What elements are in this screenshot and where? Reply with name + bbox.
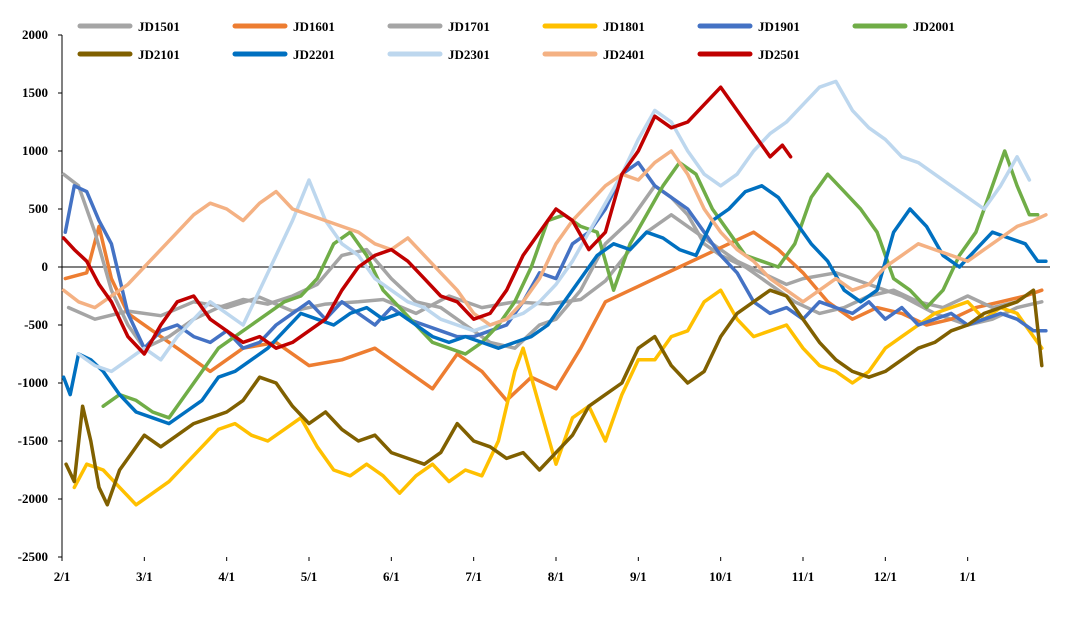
y-tick-label: 500	[29, 201, 49, 216]
series-line-jd2301	[76, 79, 1032, 374]
x-tick-label: 3/1	[136, 569, 153, 584]
legend-label: JD2401	[603, 47, 645, 62]
x-tick-label: 1/1	[959, 569, 976, 584]
y-tick-label: -2000	[18, 491, 48, 506]
legend-label: JD2001	[913, 19, 955, 34]
legend-label: JD1901	[758, 19, 800, 34]
legend-label: JD1801	[603, 19, 645, 34]
x-tick-label: 8/1	[548, 569, 565, 584]
series-line-jd2101	[64, 288, 1044, 507]
legend-label: JD1601	[293, 19, 335, 34]
y-tick-label: -1500	[18, 433, 48, 448]
legend-label: JD2201	[293, 47, 335, 62]
y-tick-label: -1000	[18, 375, 48, 390]
y-tick-label: 0	[42, 259, 49, 274]
series-line-jd1801	[72, 288, 1044, 507]
y-tick-label: 1500	[22, 85, 48, 100]
legend-label: JD2301	[448, 47, 490, 62]
series-line-jd1901	[63, 160, 1048, 350]
x-tick-label: 11/1	[792, 569, 814, 584]
x-tick-label: 2/1	[54, 569, 71, 584]
legend-label: JD2501	[758, 47, 800, 62]
x-tick-label: 9/1	[630, 569, 647, 584]
series-line-jd2001	[101, 149, 1040, 420]
x-tick-label: 10/1	[709, 569, 732, 584]
legend-label: JD2101	[138, 47, 180, 62]
y-tick-label: -500	[24, 317, 48, 332]
legend-label: JD1701	[448, 19, 490, 34]
series-line-jd1701	[61, 172, 1019, 350]
x-tick-label: 6/1	[383, 569, 400, 584]
x-tick-label: 12/1	[874, 569, 897, 584]
series-group	[61, 79, 1048, 507]
y-tick-label: -2500	[18, 549, 48, 564]
y-tick-label: 1000	[22, 143, 48, 158]
series-line-jd1601	[63, 224, 1044, 403]
x-tick-label: 7/1	[465, 569, 482, 584]
legend: JD1501 JD1601 JD1701 JD1801 JD1901 JD2001 JD21…	[77, 19, 955, 62]
legend-label: JD1501	[138, 19, 180, 34]
x-tick-label: 5/1	[301, 569, 318, 584]
x-tick-label: 4/1	[218, 569, 235, 584]
series-line-jd2401	[61, 149, 1048, 327]
series-line-jd2201	[61, 184, 1048, 426]
series-line-jd2501	[61, 85, 793, 356]
y-tick-label: 2000	[22, 27, 48, 42]
